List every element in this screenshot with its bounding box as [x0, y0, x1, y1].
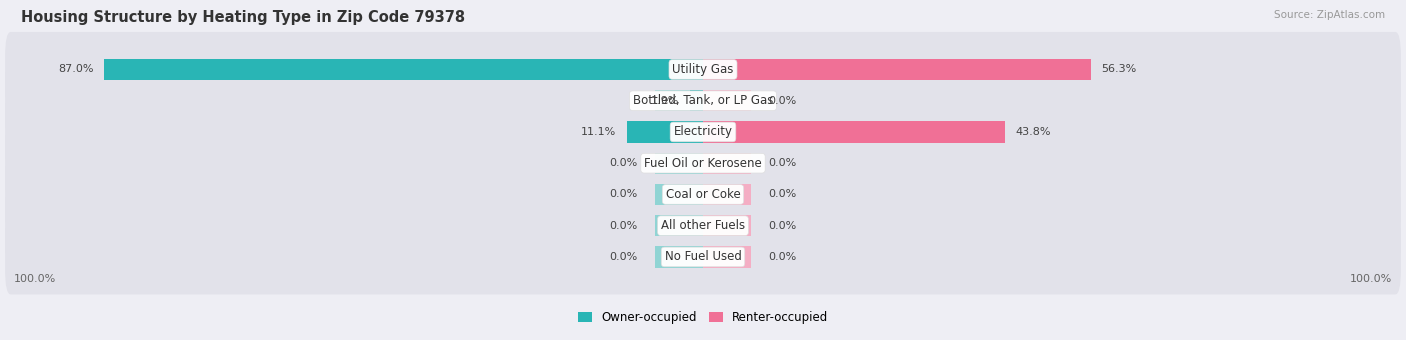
Bar: [655, 121, 703, 142]
Legend: Owner-occupied, Renter-occupied: Owner-occupied, Renter-occupied: [578, 311, 828, 324]
Bar: [703, 184, 751, 205]
FancyBboxPatch shape: [6, 157, 1400, 232]
Text: Electricity: Electricity: [673, 125, 733, 138]
Bar: [703, 246, 751, 268]
Text: Coal or Coke: Coal or Coke: [665, 188, 741, 201]
Bar: [655, 184, 703, 205]
Bar: [703, 90, 751, 111]
Text: 0.0%: 0.0%: [609, 158, 637, 168]
FancyBboxPatch shape: [6, 95, 1400, 169]
Text: 56.3%: 56.3%: [1101, 65, 1136, 74]
Text: 0.0%: 0.0%: [769, 96, 797, 106]
Text: 0.0%: 0.0%: [769, 158, 797, 168]
Text: All other Fuels: All other Fuels: [661, 219, 745, 232]
Text: 100.0%: 100.0%: [14, 274, 56, 284]
Text: 43.8%: 43.8%: [1015, 127, 1050, 137]
Text: Source: ZipAtlas.com: Source: ZipAtlas.com: [1274, 10, 1385, 20]
Bar: [655, 90, 703, 111]
Text: No Fuel Used: No Fuel Used: [665, 251, 741, 264]
Bar: [703, 153, 751, 174]
Text: Housing Structure by Heating Type in Zip Code 79378: Housing Structure by Heating Type in Zip…: [21, 10, 465, 25]
Text: 0.0%: 0.0%: [609, 252, 637, 262]
FancyBboxPatch shape: [6, 219, 1400, 294]
Bar: [703, 215, 751, 236]
Text: Bottled, Tank, or LP Gas: Bottled, Tank, or LP Gas: [633, 94, 773, 107]
Text: Utility Gas: Utility Gas: [672, 63, 734, 76]
Bar: [655, 215, 703, 236]
Text: 100.0%: 100.0%: [1350, 274, 1392, 284]
Text: 0.0%: 0.0%: [769, 189, 797, 200]
FancyBboxPatch shape: [6, 63, 1400, 138]
Bar: [627, 121, 703, 142]
Bar: [655, 246, 703, 268]
Bar: [703, 121, 751, 142]
Bar: [655, 153, 703, 174]
Text: 0.0%: 0.0%: [609, 189, 637, 200]
Bar: [703, 59, 1091, 80]
FancyBboxPatch shape: [6, 126, 1400, 201]
Text: Fuel Oil or Kerosene: Fuel Oil or Kerosene: [644, 157, 762, 170]
Bar: [703, 121, 1005, 142]
Bar: [655, 59, 703, 80]
Text: 11.1%: 11.1%: [581, 127, 616, 137]
FancyBboxPatch shape: [6, 188, 1400, 263]
Bar: [104, 59, 703, 80]
Bar: [690, 90, 703, 111]
Bar: [703, 59, 751, 80]
FancyBboxPatch shape: [6, 32, 1400, 107]
Text: 0.0%: 0.0%: [609, 221, 637, 231]
Text: 1.9%: 1.9%: [651, 96, 679, 106]
Text: 0.0%: 0.0%: [769, 252, 797, 262]
Text: 87.0%: 87.0%: [58, 65, 93, 74]
Text: 0.0%: 0.0%: [769, 221, 797, 231]
